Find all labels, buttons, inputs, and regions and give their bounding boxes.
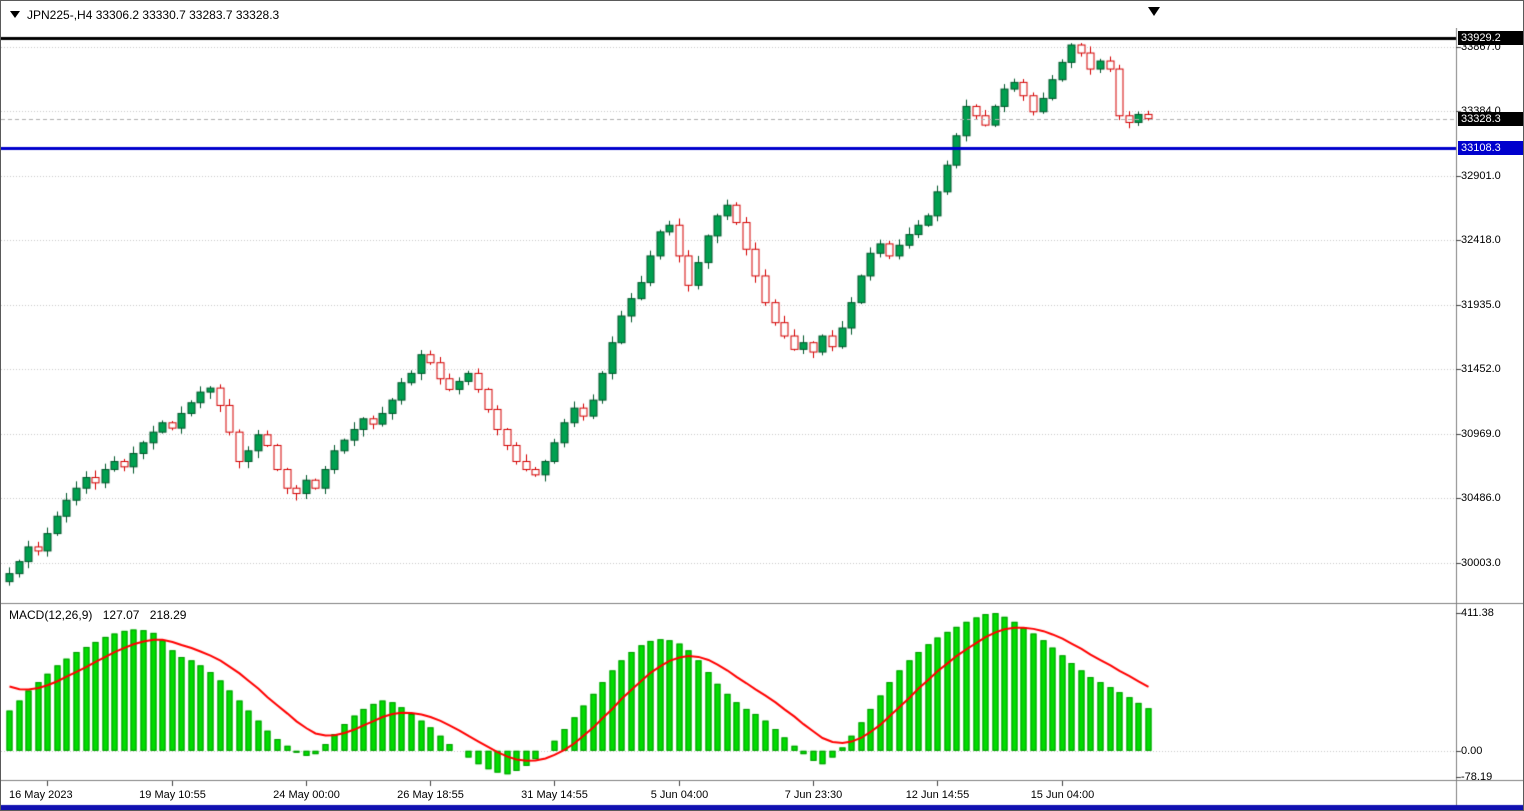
chart-title: JPN225-,H4 33306.2 33330.7 33283.7 33328…: [27, 7, 280, 22]
macd-signal-value: 218.29: [149, 608, 187, 622]
macd-indicator-name: MACD(12,26,9): [9, 608, 93, 622]
chart-shift-marker-icon[interactable]: [1148, 7, 1160, 16]
macd-value: 127.07: [102, 608, 140, 622]
symbol-dropdown-icon[interactable]: [10, 11, 20, 18]
chart-header: JPN225-,H4 33306.2 33330.7 33283.7 33328…: [1, 1, 1460, 28]
macd-pane-label: MACD(12,26,9) 127.07 218.29: [9, 608, 193, 622]
